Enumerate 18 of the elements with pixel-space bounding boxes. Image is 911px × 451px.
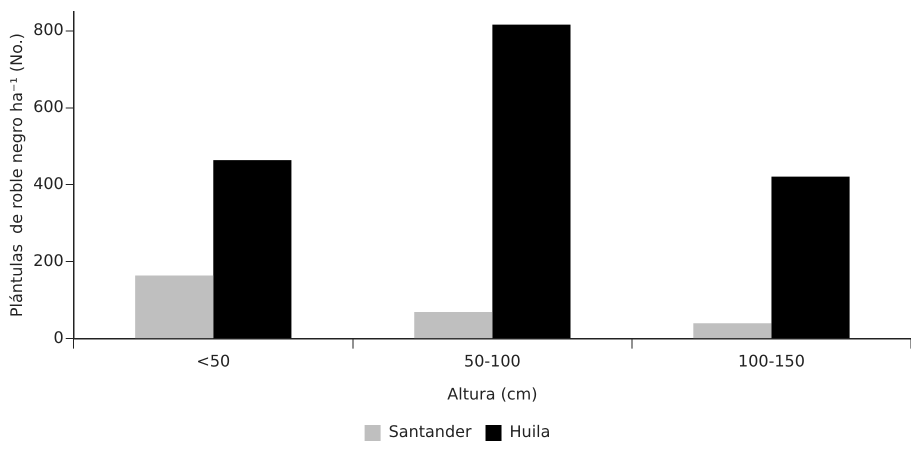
x-tick-label: <50 [196, 351, 230, 370]
bar [414, 312, 492, 338]
y-tick-label: 400 [33, 174, 64, 193]
x-tick-label: 100-150 [738, 351, 805, 370]
y-tick-label: 800 [33, 20, 64, 39]
y-axis-title: Plántulas de roble negro ha⁻¹ (No.) [6, 33, 26, 318]
bar [213, 160, 292, 338]
bar [771, 176, 850, 338]
y-tick-label: 0 [54, 328, 64, 347]
legend-label: Santander [388, 422, 472, 442]
y-tick-label: 200 [33, 250, 64, 270]
legend-label: Huila [510, 422, 550, 442]
bar [492, 24, 571, 338]
x-axis-title: Altura (cm) [447, 384, 538, 404]
bar [693, 323, 772, 338]
x-tick-label: 50-100 [464, 351, 521, 370]
y-tick-label: 600 [33, 96, 64, 116]
bar [135, 276, 214, 338]
